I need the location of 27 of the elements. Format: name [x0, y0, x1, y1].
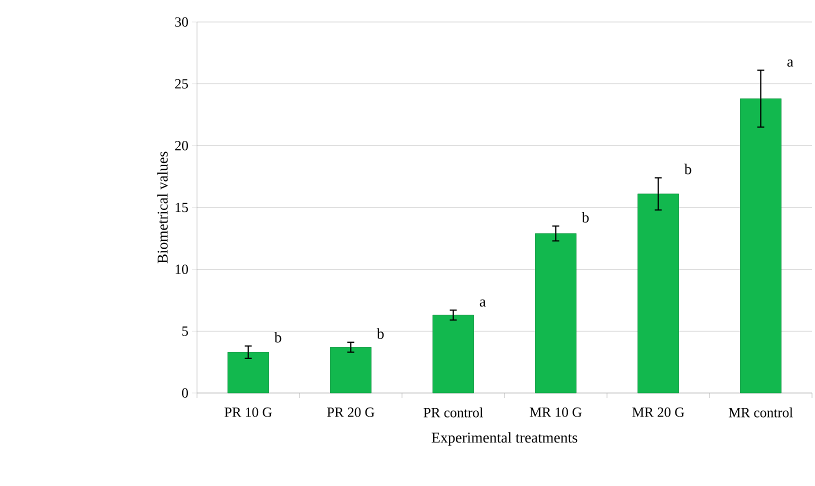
bar: [535, 233, 576, 394]
y-tick-label: 25: [175, 79, 188, 89]
x-tick-label: MR 20 G: [632, 408, 684, 417]
annotation: b: [684, 164, 692, 174]
x-axis-title: Experimental treatments: [432, 432, 578, 446]
y-axis-title: Biometrical values: [157, 152, 168, 264]
annotation: a: [480, 299, 486, 307]
annotation: b: [582, 212, 589, 223]
bar: [638, 194, 679, 394]
bar: [330, 347, 372, 394]
annotation: b: [376, 328, 384, 339]
y-tick-label: 5: [182, 326, 188, 336]
x-tick-label: MR 10 G: [530, 408, 582, 417]
y-tick-label: 10: [176, 264, 188, 274]
x-tick-label: PR 10 G: [224, 408, 272, 417]
y-tick-label: 15: [176, 202, 188, 212]
y-tick-label: 0: [182, 388, 188, 398]
y-tick-label: 20: [175, 140, 188, 150]
x-tick-label: PR control: [424, 408, 483, 418]
bar: [228, 352, 269, 394]
x-tick-label: PR 20 G: [327, 408, 374, 417]
x-tick-label: MR control: [728, 408, 793, 418]
annotation: a: [787, 60, 794, 67]
bar: [432, 314, 474, 394]
bar: [740, 98, 782, 394]
y-tick-label: 30: [175, 17, 188, 27]
annotation: b: [274, 332, 282, 342]
